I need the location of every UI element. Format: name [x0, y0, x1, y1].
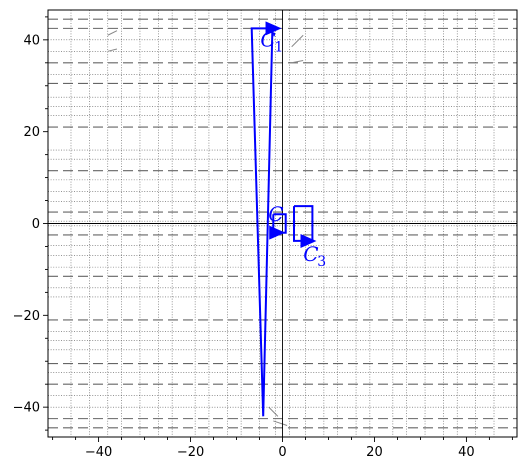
curve-2-arrow [269, 225, 286, 240]
plot-frame [47, 9, 518, 438]
y-tick-label: 20 [23, 125, 40, 140]
curve-1-subscript: 1 [274, 40, 283, 56]
slope-mark [291, 34, 304, 48]
y-tick-label: 40 [23, 33, 40, 48]
y-tick-label: −20 [13, 309, 40, 324]
x-tick-label: −20 [177, 445, 204, 460]
axes [48, 10, 517, 437]
y-tick-label: −40 [13, 401, 40, 416]
slope-mark [107, 48, 118, 52]
slope-mark [268, 406, 279, 417]
slope-mark [273, 420, 288, 426]
curve-3-subscript: 3 [317, 254, 326, 270]
curve-2-label: C [268, 202, 283, 226]
curve-1-label: C [260, 28, 275, 52]
curve-3-arrow [300, 233, 317, 248]
curve-2-path [272, 213, 287, 234]
curve-1-path [250, 27, 274, 417]
y-tick-label: 0 [32, 217, 40, 232]
slope-mark [291, 60, 304, 64]
x-tick-label: −40 [85, 445, 112, 460]
curve-1-arrow [265, 21, 282, 36]
x-tick-label: 20 [366, 445, 383, 460]
slope-mark [107, 30, 118, 36]
x-tick-label: 0 [278, 445, 286, 460]
curves [250, 21, 317, 417]
tick-labels: −40 −20 0 20 40 −40 −20 0 20 40 [13, 16, 513, 460]
slope-field-marks [107, 30, 304, 426]
x-tick-label: 40 [458, 445, 475, 460]
curve-3-label: C [303, 242, 318, 266]
